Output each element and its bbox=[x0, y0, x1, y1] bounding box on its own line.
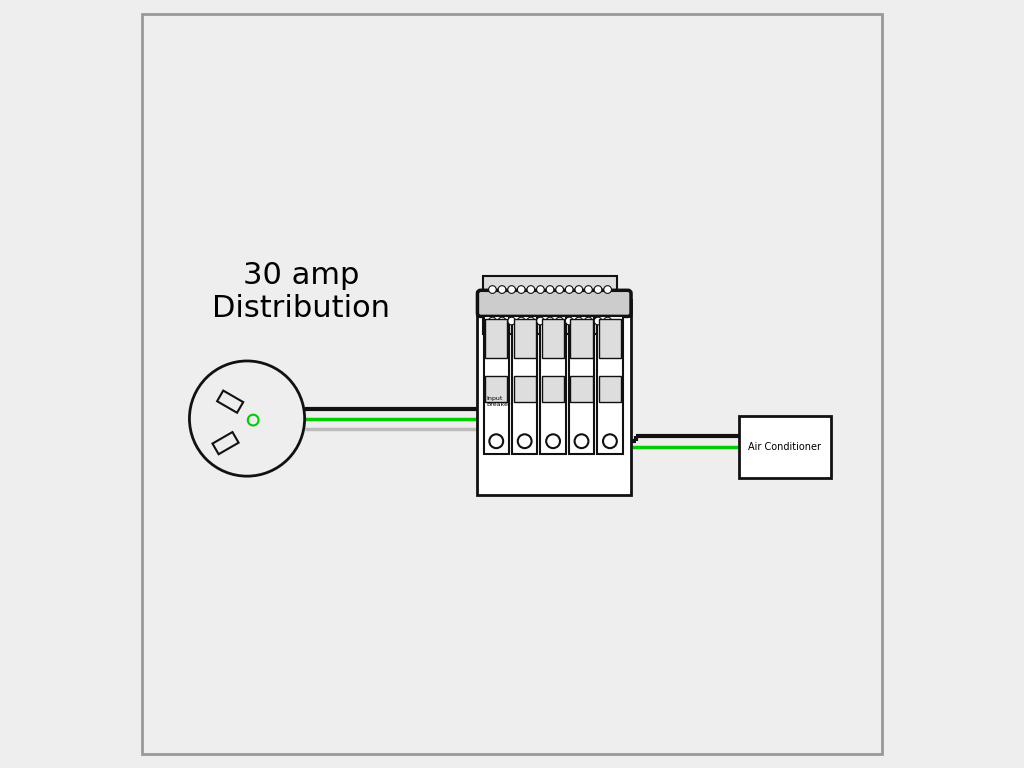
Circle shape bbox=[488, 317, 497, 325]
Bar bbox=[569, 316, 594, 453]
Bar bbox=[477, 300, 631, 495]
Bar bbox=[514, 319, 536, 358]
Circle shape bbox=[575, 286, 583, 293]
Circle shape bbox=[585, 286, 592, 293]
Bar bbox=[599, 376, 621, 402]
Bar bbox=[485, 376, 508, 402]
Circle shape bbox=[594, 317, 602, 325]
Circle shape bbox=[498, 317, 506, 325]
Circle shape bbox=[575, 317, 583, 325]
Bar bbox=[542, 319, 564, 358]
Circle shape bbox=[594, 286, 602, 293]
Circle shape bbox=[556, 317, 563, 325]
Bar bbox=[570, 376, 593, 402]
Circle shape bbox=[498, 286, 506, 293]
Bar bbox=[541, 316, 566, 453]
Bar bbox=[512, 316, 538, 453]
Circle shape bbox=[603, 435, 616, 449]
Bar bbox=[483, 308, 617, 334]
Circle shape bbox=[604, 317, 611, 325]
Bar bbox=[599, 319, 621, 358]
Polygon shape bbox=[213, 432, 239, 454]
Circle shape bbox=[546, 435, 560, 449]
Circle shape bbox=[518, 435, 531, 449]
Circle shape bbox=[537, 317, 545, 325]
Bar bbox=[570, 319, 593, 358]
Circle shape bbox=[574, 435, 589, 449]
Circle shape bbox=[546, 317, 554, 325]
Circle shape bbox=[517, 317, 525, 325]
Text: Air Conditioner: Air Conditioner bbox=[749, 442, 821, 452]
Circle shape bbox=[527, 317, 535, 325]
Bar bbox=[485, 319, 508, 358]
Circle shape bbox=[517, 286, 525, 293]
Circle shape bbox=[604, 286, 611, 293]
Bar bbox=[542, 376, 564, 402]
Circle shape bbox=[556, 286, 563, 293]
Circle shape bbox=[585, 317, 592, 325]
Bar bbox=[738, 416, 830, 478]
Text: Input
Breaker: Input Breaker bbox=[486, 396, 511, 407]
Bar bbox=[483, 316, 509, 453]
Circle shape bbox=[489, 435, 503, 449]
Circle shape bbox=[537, 286, 545, 293]
Circle shape bbox=[546, 286, 554, 293]
Circle shape bbox=[488, 286, 497, 293]
Polygon shape bbox=[217, 391, 243, 412]
Circle shape bbox=[508, 317, 515, 325]
Bar bbox=[514, 376, 536, 402]
FancyBboxPatch shape bbox=[477, 290, 631, 316]
Circle shape bbox=[565, 317, 573, 325]
Circle shape bbox=[508, 286, 515, 293]
Bar bbox=[597, 316, 623, 453]
Circle shape bbox=[189, 361, 305, 476]
Circle shape bbox=[248, 415, 258, 425]
Bar bbox=[483, 276, 617, 303]
Text: 30 amp
Distribution: 30 amp Distribution bbox=[212, 260, 390, 323]
Circle shape bbox=[527, 286, 535, 293]
Circle shape bbox=[565, 286, 573, 293]
